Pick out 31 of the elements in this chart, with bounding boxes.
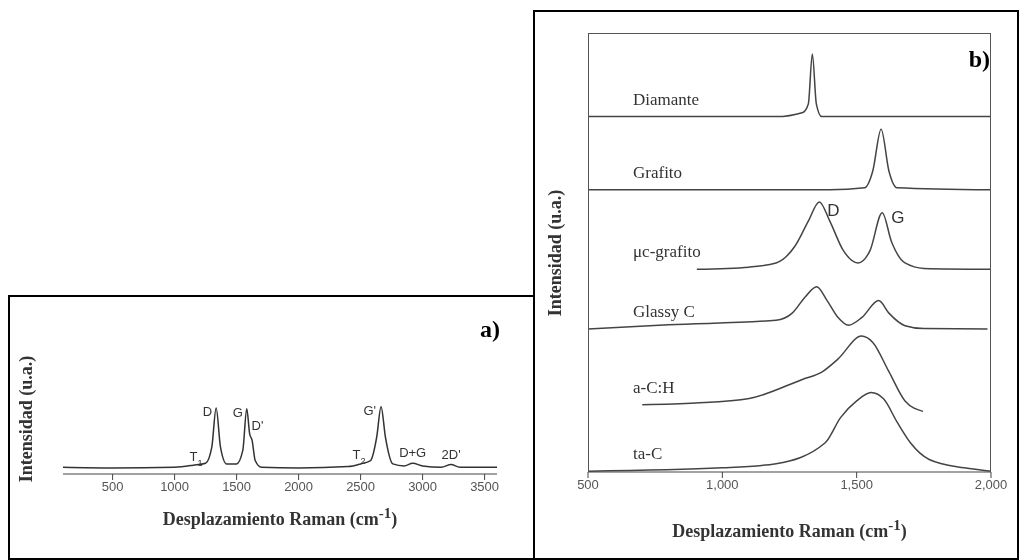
annotation: D' (251, 417, 264, 433)
y-axis-title: Intensidad (u.a.) (15, 355, 37, 482)
annotation: D (202, 404, 213, 420)
x-tick-label: 2,000 (974, 477, 1008, 493)
annotation: G (232, 404, 243, 420)
x-tick-label: 1000 (160, 479, 190, 495)
series-label: μc-grafito (633, 242, 701, 262)
x-tick-label: 3000 (408, 479, 438, 495)
annotation: D+G (399, 445, 427, 461)
annotation: 2D' (441, 446, 461, 462)
annotation: D (827, 200, 840, 220)
annotation: G (891, 207, 905, 227)
series-label: ta-C (633, 444, 663, 464)
x-tick-label: 1,000 (706, 477, 739, 493)
series-label: Diamante (633, 89, 700, 109)
x-tick-label: 2000 (284, 479, 314, 495)
series-label: Glassy C (633, 302, 695, 322)
x-tick-label: 1500 (222, 479, 252, 495)
y-axis-title: Intensidad (u.a.) (544, 189, 566, 316)
x-tick-label: 2500 (346, 479, 376, 495)
x-axis-title: Desplazamiento Raman (cm$^{-1}$) (161, 505, 399, 530)
series-label: a-C:H (633, 377, 675, 397)
series-label: Grafito (633, 162, 683, 182)
x-tick-label: 500 (101, 479, 124, 495)
x-tick-label: 3500 (470, 479, 500, 495)
annotation: b) (968, 46, 990, 72)
x-tick-label: 500 (577, 477, 599, 493)
x-tick-label: 1,500 (840, 477, 873, 493)
annotation: G' (363, 402, 377, 418)
text: a) (480, 316, 500, 342)
x-axis-title: Desplazamiento Raman (cm$^{-1}$) (671, 517, 908, 542)
